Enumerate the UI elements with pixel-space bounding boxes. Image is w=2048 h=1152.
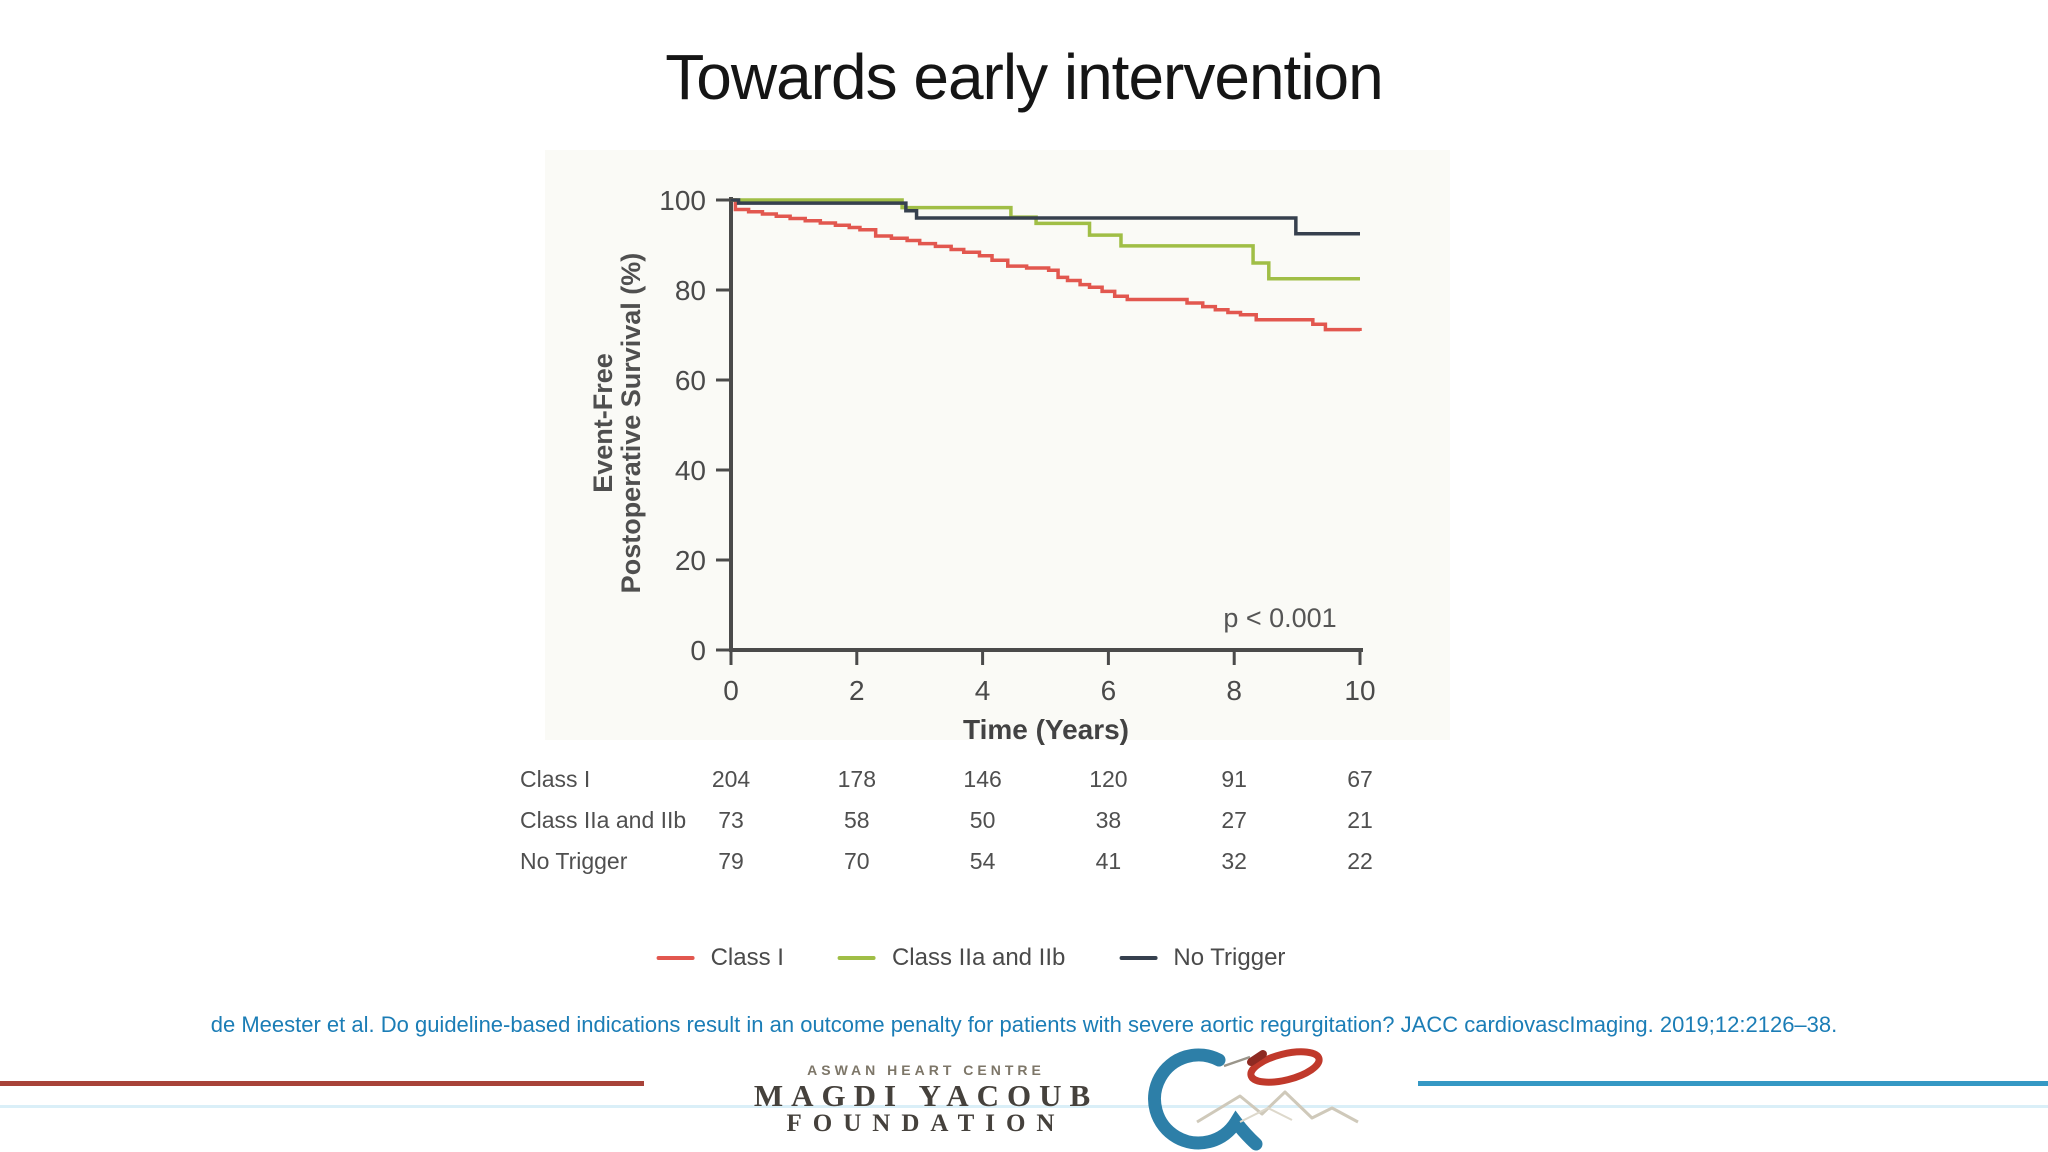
p-value-annotation: p < 0.001	[1223, 603, 1337, 633]
x-tick-label: 6	[1101, 675, 1117, 706]
at-risk-row: Class I 204 178 146 120 91 67	[0, 766, 2048, 798]
footer-org-foundation: FOUNDATION	[786, 1110, 1066, 1137]
y-axis-label: Event-Free Postoperative Survival (%)	[588, 242, 647, 604]
at-risk-row-label: No Trigger	[520, 848, 628, 874]
at-risk-row: Class IIa and IIb 73 58 50 38 27 21	[0, 807, 2048, 839]
x-tick-label: 4	[975, 675, 991, 706]
footer-org-centre: ASWAN HEART CENTRE	[807, 1062, 1045, 1078]
legend-item: Class I	[656, 944, 784, 972]
at-risk-count: 22	[1347, 848, 1373, 874]
at-risk-count: 70	[844, 848, 870, 874]
footer-faint-line	[0, 1105, 2048, 1108]
km-curve-class-i	[731, 198, 1362, 332]
x-tick-label: 0	[723, 675, 739, 706]
logo-loop-tip-icon	[1247, 1050, 1267, 1066]
footer-org-name: MAGDI YACOUB	[753, 1078, 1099, 1113]
y-axis-label-line2: Postoperative Survival (%)	[616, 252, 646, 594]
logo-mountains2-icon	[1239, 1106, 1293, 1123]
chart-legend: Class I Class IIa and IIb No Trigger	[656, 944, 1285, 972]
logo-loop-icon	[1247, 1048, 1323, 1086]
at-risk-count: 38	[1095, 807, 1122, 833]
x-tick-label: 10	[1344, 675, 1375, 706]
legend-item: Class IIa and IIb	[837, 944, 1066, 972]
legend-swatch-icon	[837, 956, 876, 960]
at-risk-count: 54	[969, 848, 996, 874]
x-axis-label: Time (Years)	[962, 714, 1130, 745]
logo-mountains-icon	[1196, 1090, 1359, 1124]
at-risk-row-label: Class IIa and IIb	[520, 807, 687, 833]
at-risk-count: 146	[963, 766, 1002, 792]
legend-label: Class I	[710, 944, 784, 971]
at-risk-count: 178	[837, 766, 876, 792]
legend-item: No Trigger	[1119, 944, 1285, 972]
km-curve-class-iia-and-iib	[731, 198, 1360, 281]
legend-swatch-icon	[656, 956, 695, 960]
legend-label: No Trigger	[1173, 944, 1286, 971]
at-risk-count: 41	[1095, 848, 1122, 874]
at-risk-count: 120	[1089, 766, 1128, 792]
x-tick-label: 2	[849, 675, 865, 706]
figure-background	[545, 150, 1450, 740]
footer-blue-line	[1418, 1081, 2048, 1086]
foundation-heart-logo	[1148, 1048, 1359, 1151]
at-risk-row-label: Class I	[520, 766, 591, 792]
citation-text: de Meester et al. Do guideline-based ind…	[210, 1012, 1838, 1037]
footer-red-line	[0, 1081, 644, 1086]
at-risk-count: 21	[1347, 807, 1373, 833]
at-risk-count: 50	[969, 807, 996, 833]
at-risk-count: 79	[718, 848, 744, 874]
y-axis-label-line1: Event-Free	[588, 353, 618, 493]
slide-title: Towards early intervention	[665, 41, 1383, 113]
logo-string-icon	[1223, 1055, 1251, 1068]
legend-label: Class IIa and IIb	[891, 944, 1066, 971]
y-tick-label: 20	[675, 545, 706, 576]
at-risk-row: No Trigger 79 70 54 41 32 22	[0, 848, 2048, 880]
at-risk-count: 32	[1221, 848, 1247, 874]
logo-heart-arc-icon	[1148, 1048, 1263, 1151]
y-tick-label: 0	[690, 635, 706, 666]
at-risk-count: 58	[844, 807, 870, 833]
y-tick-label: 80	[675, 275, 706, 306]
at-risk-count: 73	[718, 807, 744, 833]
y-tick-label: 60	[675, 365, 706, 396]
km-curve-no-trigger	[731, 198, 1360, 236]
at-risk-count: 67	[1347, 766, 1373, 792]
y-tick-label: 100	[659, 185, 706, 216]
at-risk-count: 204	[711, 766, 751, 792]
x-tick-label: 8	[1226, 675, 1242, 706]
at-risk-count: 27	[1221, 807, 1247, 833]
y-tick-label: 40	[675, 455, 706, 486]
legend-swatch-icon	[1119, 956, 1158, 960]
at-risk-count: 91	[1221, 766, 1247, 792]
